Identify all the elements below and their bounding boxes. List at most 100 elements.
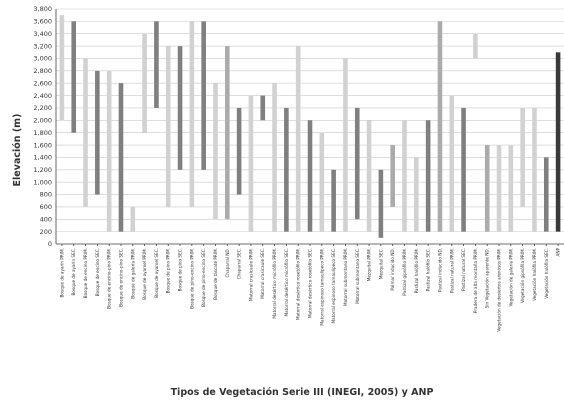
x-tick-labels: Bosque de ayarín PRIM. Bosque de ayarín S… xyxy=(59,244,561,332)
x-tick-label: Mezquital PRIM. xyxy=(367,248,372,281)
x-tick-label: Pastizal gipsófilo PRIM. xyxy=(402,248,407,296)
y-tick-label: 1,400 xyxy=(33,154,52,162)
y-tick-label: 1,600 xyxy=(33,141,52,149)
range-bars xyxy=(59,15,561,238)
x-tick-label: Bosque de ayarín SEC. xyxy=(71,248,76,295)
y-tick-label: 3,600 xyxy=(33,18,52,26)
range-bar-sec xyxy=(177,46,183,170)
range-bar-sec xyxy=(307,120,313,232)
x-tick-label: Vegetación de desiertos arenosos PRIM. xyxy=(497,248,502,332)
y-tick-label: 2,600 xyxy=(33,79,52,87)
range-bar-prim xyxy=(248,95,254,232)
range-bar-nd xyxy=(390,145,395,207)
x-tick-label: Sin Vegetación aparente ND. xyxy=(485,248,490,308)
range-bar-nd xyxy=(225,46,230,220)
y-tick-labels: 0 200 400 600 800 1,000 1,200 1,400 1,600 1,800 2,… xyxy=(33,5,52,248)
range-bar-prim xyxy=(508,145,514,232)
range-bar-prim xyxy=(59,15,65,121)
range-bar-prim xyxy=(449,95,455,232)
x-tick-label: Matorral espinoso tamaulipeco PRIM. xyxy=(319,248,324,326)
y-tick-label: 200 xyxy=(40,228,52,236)
range-bar-sec xyxy=(154,21,159,108)
y-tick-label: 3,200 xyxy=(33,42,52,50)
x-tick-label: Bosque de pino-encino SEC. xyxy=(201,248,206,307)
range-bar-sec xyxy=(71,21,77,133)
x-axis-title: Tipos de Vegetación Serie III (INEGI, 20… xyxy=(171,387,434,398)
range-bar-sec xyxy=(461,107,466,232)
y-tick-label: 800 xyxy=(40,191,52,199)
x-tick-label: Bosque de ayarín PRIM. xyxy=(59,248,64,298)
y-tick-label: 1,800 xyxy=(33,129,52,137)
x-tick-label: Matorral desértico rosetófilo SEC. xyxy=(308,248,313,318)
y-tick-label: 1,000 xyxy=(33,178,52,186)
y-tick-label: 600 xyxy=(40,203,52,211)
range-bar-sec xyxy=(118,83,124,232)
range-bar-nd xyxy=(484,145,490,232)
x-tick-label: Vegetación gipsófila PRIM. xyxy=(520,248,525,303)
x-tick-label: Mezquital SEC. xyxy=(378,248,383,279)
range-bar-prim xyxy=(520,107,525,207)
x-tick-label: Bosque de encino PRIM. xyxy=(83,248,88,298)
y-tick-label: 2,200 xyxy=(33,104,52,112)
range-bar-prim xyxy=(319,132,325,232)
x-tick-label: Pradera de alta montaña PRIM. xyxy=(473,248,478,313)
x-tick-label: Pastizal inducido ND. xyxy=(437,248,442,292)
x-tick-label: Bosque de oyamel SEC. xyxy=(154,248,159,298)
x-tick-label: Matorral desértico rosetófilo PRIM. xyxy=(296,248,301,320)
range-bar-prim xyxy=(130,206,136,232)
x-tick-label: Pastizal halófilo SEC. xyxy=(426,248,431,291)
range-bar-sec xyxy=(425,120,431,232)
range-bar-sec xyxy=(378,169,384,238)
range-bar-prim xyxy=(366,120,372,232)
range-bar-nd xyxy=(437,21,443,232)
y-tick-label: 400 xyxy=(40,215,52,223)
range-bar-sec xyxy=(201,21,206,170)
y-tick-label: 0 xyxy=(48,240,52,248)
y-tick-label: 3,400 xyxy=(33,30,52,38)
x-tick-label: Bosque de pino PRIM. xyxy=(166,248,171,293)
x-tick-label: Bosque de pino-encino PRIM. xyxy=(189,248,194,309)
range-bar-prim xyxy=(414,157,419,232)
range-bar-prim xyxy=(106,70,112,232)
x-tick-label: Bosque de táscate PRIM. xyxy=(213,248,218,300)
x-tick-label: Vegetación de galería PRIM. xyxy=(508,248,513,307)
range-bar-prim xyxy=(532,107,537,232)
x-tick-label: Chaparral ND. xyxy=(225,248,230,278)
range-bar-prim xyxy=(83,58,88,207)
gridlines xyxy=(56,8,564,245)
range-bar-sec xyxy=(236,107,242,195)
y-tick-label: 2,400 xyxy=(33,92,52,100)
x-tick-label: Chaparral SEC. xyxy=(237,248,242,279)
x-tick-label: Vegetación halófila PRIM. xyxy=(532,248,537,301)
y-tick-label: 3,000 xyxy=(33,55,52,63)
range-bar-prim xyxy=(402,120,407,232)
range-bar-prim xyxy=(142,33,147,133)
range-bar-prim xyxy=(213,83,218,220)
range-bar-sec xyxy=(95,70,100,195)
range-bar-prim xyxy=(295,46,301,232)
x-tick-label: Matorral submontano PRIM. xyxy=(343,248,348,306)
x-tick-label: Matorral desértico micrófilo PRIM. xyxy=(272,248,277,319)
x-tick-label: Bosque de pino SEC. xyxy=(178,248,183,291)
range-bar-prim xyxy=(272,83,277,232)
range-bar-sec xyxy=(331,169,336,232)
y-tick-label: 2,000 xyxy=(33,117,52,125)
x-tick-label: Pastizal natural SEC. xyxy=(461,248,466,291)
x-tick-label: Matorral crasicaule SEC. xyxy=(260,248,265,299)
range-bar-anp xyxy=(555,52,561,232)
range-bar-sec xyxy=(284,107,289,232)
x-tick-label: Matorral espinoso tamaulipeco SEC. xyxy=(331,248,336,324)
x-tick-label: Matorral submontano SEC. xyxy=(355,248,360,304)
y-tick-label: 3,800 xyxy=(33,5,52,13)
x-tick-label: Vegetación halófila SEC. xyxy=(544,248,549,299)
x-tick-label: Pastizal halófilo PRIM. xyxy=(414,248,419,293)
x-tick-label: Bosque de encino-pino PRIM. xyxy=(107,248,112,309)
x-tick-label: Matorral crasicaule PRIM. xyxy=(248,248,253,301)
range-bar-sec xyxy=(354,107,360,220)
x-tick-label: Bosque de encino-pino SEC. xyxy=(118,248,123,307)
x-tick-label: Palmar inducido ND. xyxy=(390,248,395,291)
x-tick-label: Pastizal natural PRIM. xyxy=(449,248,454,293)
x-tick-label: Bosque de encino SEC. xyxy=(95,248,100,296)
y-tick-label: 1,200 xyxy=(33,166,52,174)
